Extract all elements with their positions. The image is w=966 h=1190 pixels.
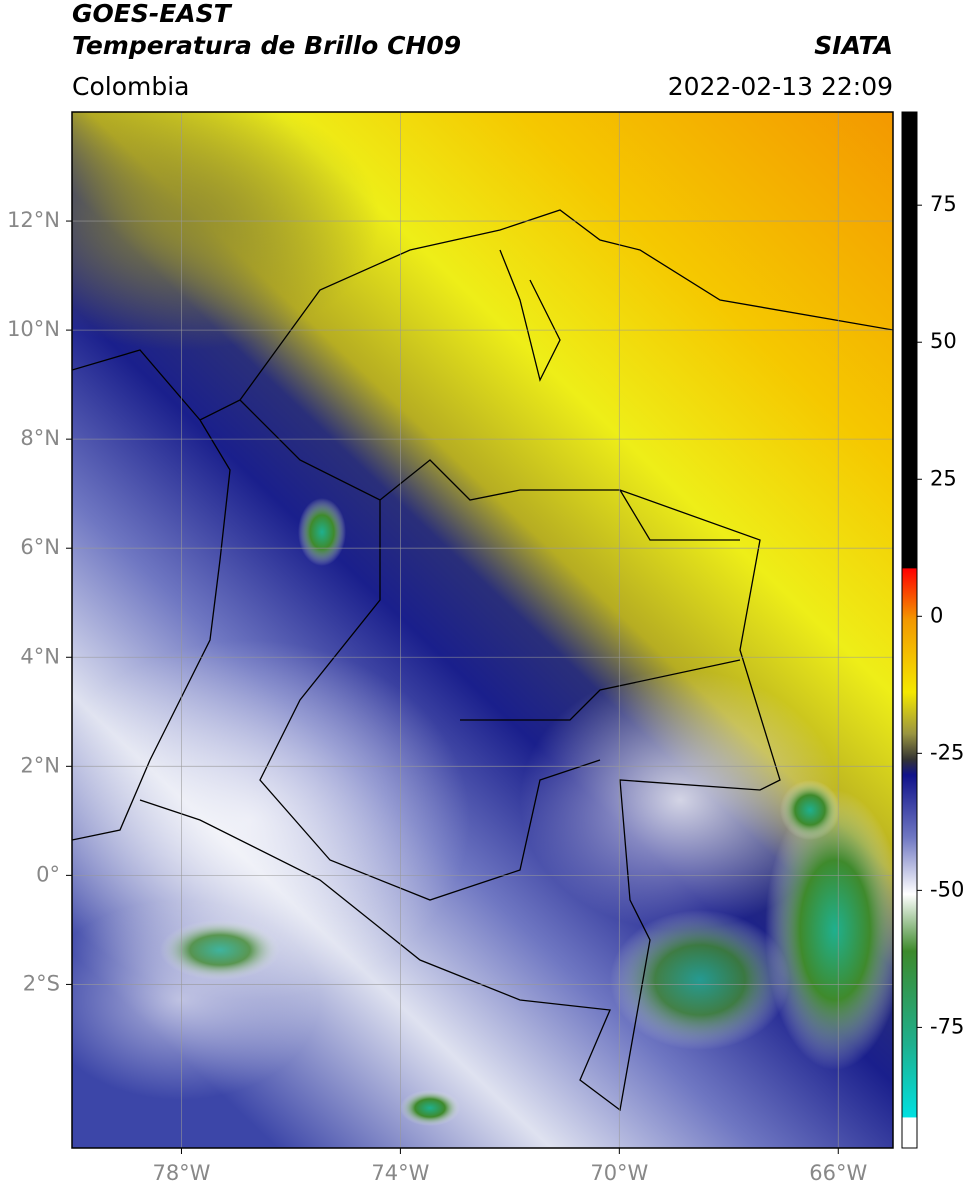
imagery xyxy=(72,112,893,1148)
lat-label: 10°N xyxy=(7,317,60,341)
lat-label: 8°N xyxy=(20,426,60,450)
colorbar-label: 50 xyxy=(930,329,957,353)
lat-label: 12°N xyxy=(7,208,60,232)
lat-label: 4°N xyxy=(20,644,60,668)
title: Temperatura de Brillo CH09 xyxy=(72,31,461,60)
grid xyxy=(72,112,893,1148)
colorbar-label: -50 xyxy=(930,877,964,901)
lat-label: 0° xyxy=(36,862,60,886)
lat-label: 2°N xyxy=(20,753,60,777)
brand: SIATA xyxy=(814,31,893,60)
lon-label: 66°W xyxy=(809,1161,867,1185)
map-frame xyxy=(71,111,894,1149)
lat-label: 6°N xyxy=(20,535,60,559)
region: Colombia xyxy=(72,72,189,101)
colorbar-label: 25 xyxy=(930,466,957,490)
colorbar-label: 0 xyxy=(930,603,943,627)
timestamp: 2022-02-13 22:09 xyxy=(668,72,893,101)
colorbar-label: -25 xyxy=(930,740,964,764)
lon-label: 78°W xyxy=(152,1161,210,1185)
lon-label: 70°W xyxy=(590,1161,648,1185)
colorbar-label: -75 xyxy=(930,1014,964,1038)
lon-label: 74°W xyxy=(371,1161,429,1185)
colorbar xyxy=(901,111,918,1149)
lat-label: 2°S xyxy=(23,971,60,995)
source: GOES-EAST xyxy=(72,0,233,28)
colorbar-label: 75 xyxy=(930,192,957,216)
